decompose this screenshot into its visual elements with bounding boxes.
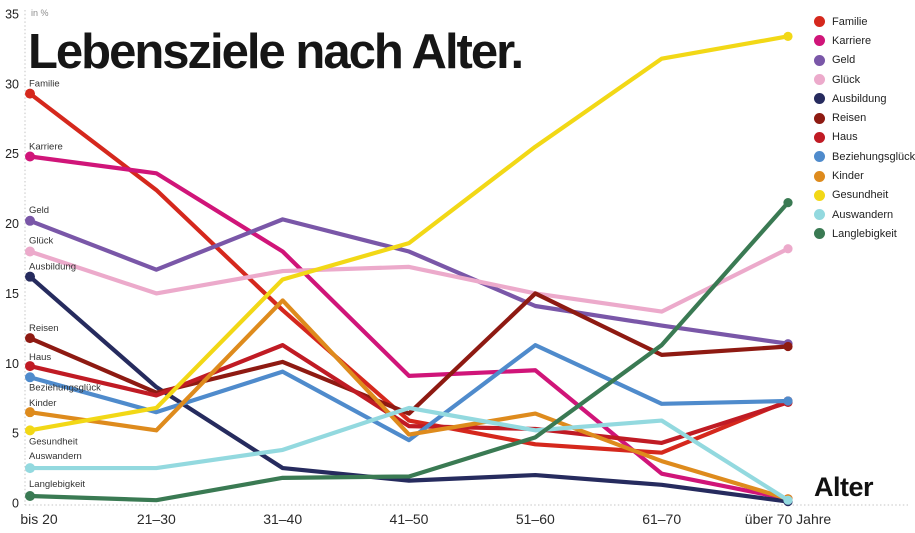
series-endpoint-kinder: [25, 407, 35, 418]
legend-swatch-langlebigkeit: [814, 228, 825, 240]
y-tick-label: 35: [5, 8, 19, 22]
legend-label-reisen: Reisen: [832, 112, 867, 125]
series-line-gesundheit: [27, 34, 791, 433]
series-start-label-ausbildung: Ausbildung: [29, 262, 76, 273]
series-endpoint-glck: [25, 246, 35, 257]
legend-swatch-ausbildung: [814, 93, 825, 105]
y-tick-label: 10: [5, 357, 19, 371]
series-start-label-glck: Glück: [29, 236, 54, 247]
series-start-label-beziehungsglck: Beziehungsglück: [29, 382, 101, 393]
legend-item-geld: Geld: [814, 51, 915, 70]
y-tick-label: 15: [5, 287, 19, 301]
series-line-auswandern: [27, 405, 791, 503]
series-endpoint-reisen: [783, 341, 793, 352]
series-start-label-auswandern: Auswandern: [29, 451, 82, 462]
series-endpoint-beziehungsglck: [783, 396, 793, 406]
legend-label-gesundheit: Gesundheit: [832, 189, 889, 202]
legend-swatch-familie: [814, 16, 825, 28]
series-start-label-gesundheit: Gesundheit: [29, 436, 78, 447]
series-line-langlebigkeit: [27, 200, 791, 503]
y-tick-label: 0: [12, 497, 19, 511]
legend-label-kinder: Kinder: [832, 170, 864, 183]
legend-label-haus: Haus: [832, 131, 858, 144]
legend-swatch-auswandern: [814, 209, 825, 221]
legend-label-geld: Geld: [832, 54, 856, 67]
y-tick-label: 30: [5, 77, 19, 91]
series-endpoint-haus: [25, 361, 35, 372]
series-line-kinder: [27, 298, 791, 501]
series-endpoint-karriere: [25, 151, 35, 162]
series-line-familie: [27, 91, 791, 455]
y-tick-label: 25: [5, 147, 19, 161]
x-tick-label: bis 20: [20, 511, 58, 527]
legend-item-karriere: Karriere: [814, 31, 915, 50]
series-line-glck: [27, 246, 791, 314]
x-tick-label: 31–40: [263, 511, 302, 527]
legend-item-familie: Familie: [814, 12, 915, 31]
y-tick-label: 20: [5, 217, 19, 231]
legend-item-reisen: Reisen: [814, 108, 915, 127]
legend-swatch-geld: [814, 54, 825, 66]
legend-label-karriere: Karriere: [832, 34, 872, 47]
series-endpoint-gesundheit: [783, 31, 793, 41]
series-endpoint-auswandern: [25, 463, 35, 474]
series-endpoint-familie: [25, 88, 35, 99]
y-tick-label: 5: [12, 427, 19, 441]
series-endpoint-ausbildung: [25, 271, 35, 282]
legend-swatch-kinder: [814, 170, 825, 182]
x-tick-label: über 70 Jahre: [745, 511, 832, 527]
legend-label-beziehungsglck: Beziehungsglück: [832, 150, 915, 163]
legend-swatch-reisen: [814, 112, 825, 124]
series-start-label-haus: Haus: [29, 352, 51, 363]
legend-label-glck: Glück: [832, 73, 861, 86]
series-start-label-langlebigkeit: Langlebigkeit: [29, 479, 85, 490]
legend: Familie Karriere Geld Glück Ausbildung Reisen…: [814, 12, 915, 244]
series-endpoint-langlebigkeit: [25, 491, 35, 502]
x-tick-label: 41–50: [390, 511, 429, 527]
x-tick-label: 51–60: [516, 511, 555, 527]
series-endpoint-langlebigkeit: [783, 198, 793, 208]
series-endpoint-gesundheit: [25, 425, 35, 436]
legend-item-beziehungsglck: Beziehungsglück: [814, 147, 915, 166]
legend-item-haus: Haus: [814, 128, 915, 147]
series-line-beziehungsglck: [27, 343, 791, 443]
legend-swatch-karriere: [814, 35, 825, 47]
legend-swatch-gesundheit: [814, 189, 825, 201]
legend-item-langlebigkeit: Langlebigkeit: [814, 224, 915, 243]
series-start-label-kinder: Kinder: [29, 398, 56, 409]
page-title: Lebensziele nach Alter.: [28, 25, 524, 79]
x-tick-label: 21–30: [137, 511, 176, 527]
series-endpoint-geld: [25, 215, 35, 226]
x-tick-label: 61–70: [642, 511, 681, 527]
series-start-label-familie: Familie: [29, 79, 60, 90]
legend-item-ausbildung: Ausbildung: [814, 89, 915, 108]
legend-swatch-beziehungsglck: [814, 151, 825, 163]
series-line-karriere: [27, 154, 791, 501]
legend-label-langlebigkeit: Langlebigkeit: [832, 227, 897, 240]
legend-label-familie: Familie: [832, 15, 868, 28]
legend-item-glck: Glück: [814, 70, 915, 89]
series-endpoint-reisen: [25, 333, 35, 344]
series-line-geld: [27, 217, 791, 346]
series-start-label-karriere: Karriere: [29, 142, 63, 153]
series-start-label-geld: Geld: [29, 205, 49, 216]
legend-item-auswandern: Auswandern: [814, 205, 915, 224]
series-endpoint-auswandern: [783, 495, 793, 505]
y-axis-unit-label: in %: [31, 8, 49, 18]
legend-item-gesundheit: Gesundheit: [814, 186, 915, 205]
series-endpoint-beziehungsglck: [25, 372, 35, 383]
series-endpoint-glck: [783, 244, 793, 254]
x-axis-title: Alter: [814, 472, 874, 502]
series-start-label-reisen: Reisen: [29, 323, 59, 334]
legend-label-ausbildung: Ausbildung: [832, 92, 887, 105]
series-line-ausbildung: [27, 274, 791, 504]
legend-swatch-glck: [814, 74, 825, 86]
legend-label-auswandern: Auswandern: [832, 208, 894, 221]
legend-item-kinder: Kinder: [814, 166, 915, 185]
series-line-reisen: [27, 291, 791, 416]
legend-swatch-haus: [814, 131, 825, 143]
series-line-haus: [27, 343, 791, 446]
